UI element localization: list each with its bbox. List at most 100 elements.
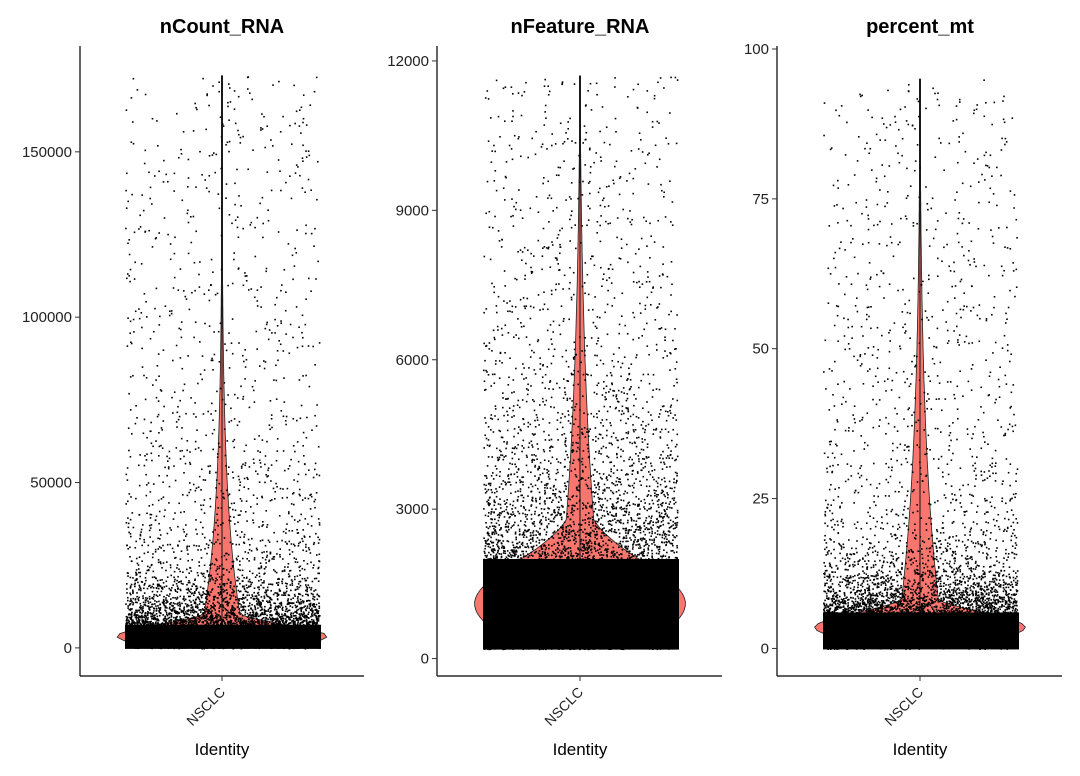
data-point (264, 622, 266, 624)
data-point (264, 613, 267, 615)
data-point (245, 358, 248, 361)
data-point (142, 607, 144, 609)
data-point (275, 379, 278, 382)
data-point (158, 614, 161, 617)
data-point (281, 497, 284, 499)
data-point (162, 601, 165, 604)
data-point (301, 314, 304, 317)
data-point (302, 336, 304, 339)
data-point (187, 588, 190, 591)
data-point (284, 610, 287, 613)
data-point (178, 502, 180, 505)
data-point (265, 323, 268, 326)
data-point (254, 608, 257, 610)
data-point (207, 602, 209, 605)
y-tick-label: 100000 (22, 309, 72, 326)
data-point (175, 344, 178, 347)
data-point (178, 612, 180, 615)
data-point (170, 529, 172, 531)
data-point (287, 563, 290, 565)
data-point (135, 557, 138, 560)
data-point (131, 512, 134, 514)
data-point (225, 596, 227, 599)
data-point (303, 613, 305, 616)
data-point (265, 270, 267, 273)
data-point (174, 479, 177, 482)
data-point (244, 551, 247, 553)
data-point (143, 293, 146, 295)
data-point (299, 574, 301, 576)
data-point (292, 615, 295, 617)
data-point (271, 622, 274, 625)
data-point (129, 376, 132, 378)
data-point (311, 614, 313, 616)
data-point (231, 622, 233, 625)
data-point (128, 493, 131, 495)
data-point (208, 609, 210, 611)
data-point (219, 542, 221, 545)
data-point (136, 620, 138, 622)
data-point (299, 174, 301, 177)
data-point (134, 582, 136, 585)
data-point (251, 603, 253, 606)
data-point (285, 333, 287, 335)
data-point (194, 591, 196, 593)
data-point (207, 617, 210, 620)
data-point (196, 108, 198, 111)
data-point (215, 577, 217, 580)
data-point (216, 292, 219, 295)
data-point (227, 614, 229, 617)
data-point (156, 619, 158, 622)
data-point (306, 607, 308, 609)
data-point (208, 175, 211, 177)
data-point (139, 214, 141, 217)
data-point (160, 427, 163, 429)
data-point (253, 587, 256, 589)
data-point (230, 567, 233, 570)
data-point (285, 585, 288, 587)
data-point (299, 623, 302, 626)
data-point (297, 620, 300, 622)
data-point (202, 526, 204, 529)
data-point (162, 614, 164, 616)
data-point (150, 612, 152, 615)
data-point (172, 602, 175, 604)
data-point (137, 599, 140, 602)
data-point (298, 125, 301, 127)
data-point (226, 609, 229, 612)
data-point (203, 609, 206, 611)
data-point (134, 261, 136, 264)
data-point (138, 571, 140, 574)
data-point (242, 608, 244, 611)
data-point (138, 464, 140, 467)
data-point (125, 473, 128, 476)
data-point (243, 597, 245, 600)
data-point (284, 541, 287, 543)
data-point (250, 583, 252, 586)
data-point (215, 487, 217, 489)
data-point (300, 132, 302, 134)
data-point (219, 604, 222, 606)
data-point (195, 545, 198, 547)
data-point (127, 614, 130, 616)
data-point (180, 321, 183, 323)
data-point (229, 594, 231, 596)
data-point (158, 584, 160, 587)
data-point (135, 405, 137, 407)
data-point (162, 420, 165, 422)
data-point (240, 510, 242, 512)
data-point (304, 617, 306, 619)
data-point (166, 474, 168, 477)
data-point (258, 588, 260, 591)
data-point (172, 596, 174, 599)
data-point (146, 436, 148, 439)
data-point (314, 227, 316, 230)
data-point (129, 518, 132, 521)
data-point (226, 592, 229, 594)
data-point (199, 586, 202, 588)
data-point (167, 233, 169, 236)
data-point (183, 599, 186, 602)
data-point (169, 564, 172, 566)
data-point (241, 598, 243, 600)
data-point (249, 224, 252, 226)
